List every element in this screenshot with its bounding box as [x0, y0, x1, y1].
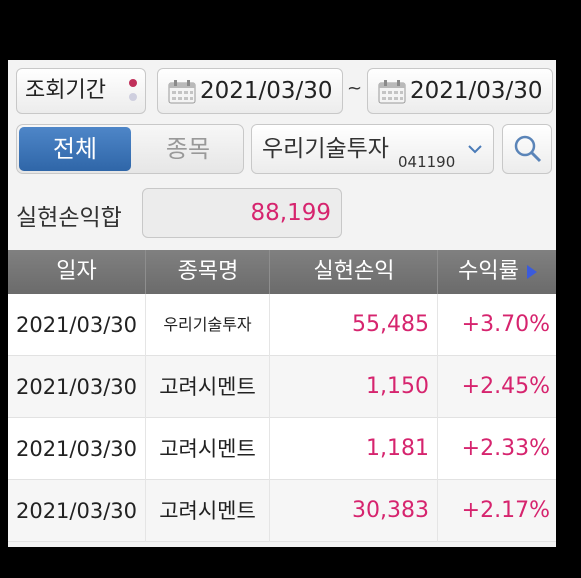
chevron-down-icon [468, 145, 482, 154]
row-return-rate: +2.17% [437, 480, 556, 542]
period-selector-button[interactable]: 조회기간 [16, 68, 146, 114]
stock-name: 우리기술투자 [262, 136, 389, 162]
row-return-rate: +2.45% [437, 356, 556, 418]
start-date-text: 2021/03/30 [200, 78, 333, 104]
realized-profit-sum-label: 실현손익합 [16, 205, 122, 231]
table-row[interactable]: 2021/03/30 고려시멘트 30,383 +2.17% [8, 480, 556, 542]
scope-segmented-control: 전체 종목 [16, 124, 244, 174]
row-realized-profit: 1,150 [269, 356, 437, 418]
row-date: 2021/03/30 [15, 375, 138, 399]
column-header-realized-profit: 실현손익 [269, 250, 438, 294]
table-header: 일자 종목명 실현손익 수익률 [8, 250, 556, 294]
table-row[interactable]: 2021/03/30 고려시멘트 1,181 +2.33% [8, 418, 556, 480]
stock-code: 041190 [398, 153, 456, 171]
table-row[interactable]: 2021/03/30 우리기술투자 55,485 +3.70% [8, 294, 556, 356]
row-date: 2021/03/30 [15, 499, 138, 523]
segment-all-button[interactable]: 전체 [19, 127, 131, 171]
table-row[interactable]: 2021/03/30 고려시멘트 1,150 +2.45% [8, 356, 556, 418]
indicator-dot-active [129, 79, 137, 87]
end-date-field[interactable]: 2021/03/30 [367, 68, 553, 114]
period-toggle-indicator [129, 79, 137, 107]
calendar-icon [378, 80, 406, 104]
date-range-separator: ~ [347, 78, 363, 99]
row-realized-profit: 55,485 [269, 294, 437, 356]
start-date-field[interactable]: 2021/03/30 [157, 68, 343, 114]
search-button[interactable] [502, 124, 552, 174]
column-header-date: 일자 [56, 259, 97, 284]
realized-profit-sum-value: 88,199 [142, 188, 342, 238]
row-stock-name: 고려시멘트 [145, 356, 269, 418]
segment-stock-button[interactable]: 종목 [165, 135, 211, 163]
calendar-icon [168, 80, 196, 104]
row-stock-name: 고려시멘트 [145, 480, 269, 542]
indicator-dot-inactive [129, 93, 137, 101]
row-date: 2021/03/30 [15, 313, 138, 337]
row-realized-profit: 1,181 [269, 418, 437, 480]
column-header-return-rate-label: 수익률 [458, 259, 519, 284]
row-stock-name: 고려시멘트 [145, 418, 269, 480]
search-icon [514, 135, 542, 163]
column-header-return-rate[interactable]: 수익률 [437, 250, 556, 294]
next-columns-arrow-icon[interactable] [526, 265, 537, 279]
row-return-rate: +3.70% [437, 294, 556, 356]
column-header-stock-name: 종목명 [145, 250, 270, 294]
row-date: 2021/03/30 [15, 437, 138, 461]
row-stock-name: 우리기술투자 [145, 294, 269, 356]
row-realized-profit: 30,383 [269, 480, 437, 542]
end-date-text: 2021/03/30 [410, 78, 543, 104]
realized-profit-panel: 조회기간 2021/03/30 ~ [8, 60, 556, 547]
row-return-rate: +2.33% [437, 418, 556, 480]
stock-select-dropdown[interactable]: 우리기술투자 041190 [251, 124, 494, 174]
period-label: 조회기간 [25, 78, 106, 103]
